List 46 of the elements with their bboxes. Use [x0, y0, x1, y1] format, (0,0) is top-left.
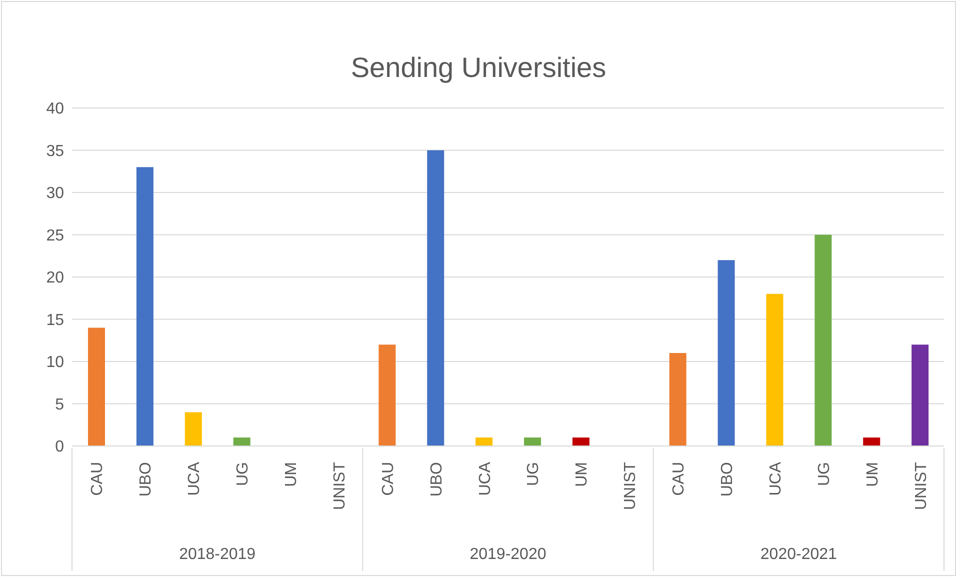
x-tick-label: CAU	[380, 462, 397, 496]
y-tick-label: 25	[46, 227, 64, 244]
x-tick-label: UM	[283, 462, 300, 487]
x-tick-label: UM	[574, 462, 591, 487]
bar	[524, 438, 541, 446]
text: 2019-2020	[470, 546, 546, 563]
x-tick-label: UCA	[767, 462, 784, 496]
bar	[814, 234, 832, 446]
bar	[863, 438, 880, 446]
y-tick-label: 30	[46, 185, 64, 202]
x-tick-label: UBO	[138, 462, 155, 497]
x-tick-label: UG	[234, 462, 252, 486]
y-tick-label: 20	[46, 270, 64, 287]
chart-title: Sending Universities	[350, 52, 608, 84]
x-tick-label: UG	[816, 462, 833, 486]
y-tick-label: 40	[46, 100, 64, 118]
x-tick-label: UNIST	[622, 462, 640, 510]
y-tick-label: 10	[46, 354, 64, 372]
bar	[184, 412, 202, 446]
bar	[912, 344, 929, 446]
bar	[572, 438, 590, 446]
y-tick-label: 5	[55, 396, 64, 414]
text: 2018-2019	[179, 546, 256, 563]
bar	[476, 438, 493, 446]
y-tick-label: 15	[46, 312, 64, 329]
bar	[766, 294, 784, 446]
x-tick-label: UCA	[186, 462, 204, 496]
x-tick-label: CAU	[89, 462, 106, 496]
x-tick-label: UNIST	[912, 462, 930, 510]
x-tick-label: UBO	[719, 462, 736, 497]
text: 2020-2021	[760, 546, 838, 563]
x-tick-label: UM	[864, 462, 882, 487]
bar	[136, 167, 154, 446]
x-tick-label: UBO	[428, 462, 446, 497]
bar	[378, 344, 396, 446]
bar	[88, 328, 105, 446]
x-tick-label: UCA	[476, 462, 494, 496]
bar	[427, 150, 444, 446]
y-tick-label: 35	[46, 142, 64, 160]
x-tick-label: UNIST	[331, 462, 348, 510]
bar	[718, 260, 735, 446]
bar	[233, 438, 250, 446]
bar	[669, 353, 686, 446]
x-tick-label: CAU	[670, 462, 688, 496]
x-tick-label: UG	[525, 462, 542, 486]
y-tick-label: 0	[55, 438, 64, 456]
